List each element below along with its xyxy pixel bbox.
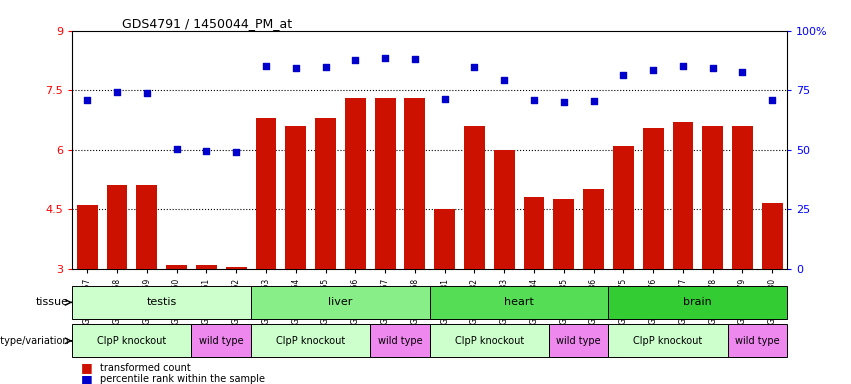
Bar — [643, 128, 664, 269]
Bar — [494, 150, 515, 269]
Bar — [196, 265, 217, 269]
Text: tissue: tissue — [36, 297, 69, 308]
Bar — [251, 324, 370, 357]
Text: transformed count: transformed count — [100, 363, 191, 373]
Bar — [583, 189, 604, 269]
Text: wild type: wild type — [557, 336, 601, 346]
Point — [111, 89, 124, 95]
Text: ■: ■ — [81, 373, 93, 384]
Bar — [608, 324, 728, 357]
Point — [169, 146, 183, 152]
Bar — [136, 185, 157, 269]
Point — [259, 63, 272, 70]
Text: liver: liver — [328, 297, 352, 308]
Bar — [404, 98, 426, 269]
Point — [765, 97, 779, 103]
Point — [80, 97, 94, 103]
Bar — [702, 126, 723, 269]
Bar — [72, 324, 191, 357]
Bar — [77, 205, 98, 269]
Point — [437, 96, 451, 102]
Point — [527, 97, 541, 103]
Text: wild type: wild type — [735, 336, 780, 346]
Point — [378, 55, 391, 61]
Bar — [72, 286, 251, 319]
Bar — [374, 98, 396, 269]
Bar — [255, 118, 277, 269]
Text: ClpP knockout: ClpP knockout — [633, 336, 703, 346]
Text: ClpP knockout: ClpP knockout — [276, 336, 346, 346]
Bar — [166, 265, 187, 269]
Text: GDS4791 / 1450044_PM_at: GDS4791 / 1450044_PM_at — [123, 17, 293, 30]
Text: heart: heart — [504, 297, 534, 308]
Point — [199, 147, 213, 154]
Bar — [553, 199, 574, 269]
Bar — [251, 286, 430, 319]
Text: ClpP knockout: ClpP knockout — [454, 336, 524, 346]
Bar — [434, 209, 455, 269]
Point — [557, 99, 570, 105]
Point — [586, 98, 600, 104]
Text: testis: testis — [146, 297, 177, 308]
Point — [646, 67, 660, 73]
Bar — [285, 126, 306, 269]
Point — [348, 58, 362, 64]
Bar — [106, 185, 128, 269]
Bar — [430, 324, 549, 357]
Bar — [430, 286, 608, 319]
Bar — [191, 324, 251, 357]
Text: ClpP knockout: ClpP knockout — [97, 336, 167, 346]
Bar — [672, 122, 694, 269]
Bar — [762, 204, 783, 269]
Bar — [370, 324, 430, 357]
Bar — [549, 324, 608, 357]
Point — [735, 70, 749, 76]
Bar — [345, 98, 366, 269]
Point — [288, 65, 303, 71]
Bar — [728, 324, 787, 357]
Point — [676, 63, 689, 70]
Bar — [523, 197, 545, 269]
Text: wild type: wild type — [378, 336, 422, 346]
Point — [229, 149, 243, 155]
Point — [318, 64, 332, 70]
Text: wild type: wild type — [199, 336, 243, 346]
Bar — [464, 126, 485, 269]
Point — [497, 77, 511, 83]
Text: genotype/variation: genotype/variation — [0, 336, 69, 346]
Bar — [315, 118, 336, 269]
Point — [705, 65, 719, 71]
Bar — [608, 286, 787, 319]
Point — [616, 72, 630, 78]
Text: ■: ■ — [81, 361, 93, 374]
Point — [140, 90, 154, 96]
Bar — [226, 267, 247, 269]
Bar — [732, 126, 753, 269]
Text: percentile rank within the sample: percentile rank within the sample — [100, 374, 265, 384]
Point — [467, 64, 481, 70]
Point — [408, 56, 422, 62]
Bar — [613, 146, 634, 269]
Text: brain: brain — [683, 297, 712, 308]
